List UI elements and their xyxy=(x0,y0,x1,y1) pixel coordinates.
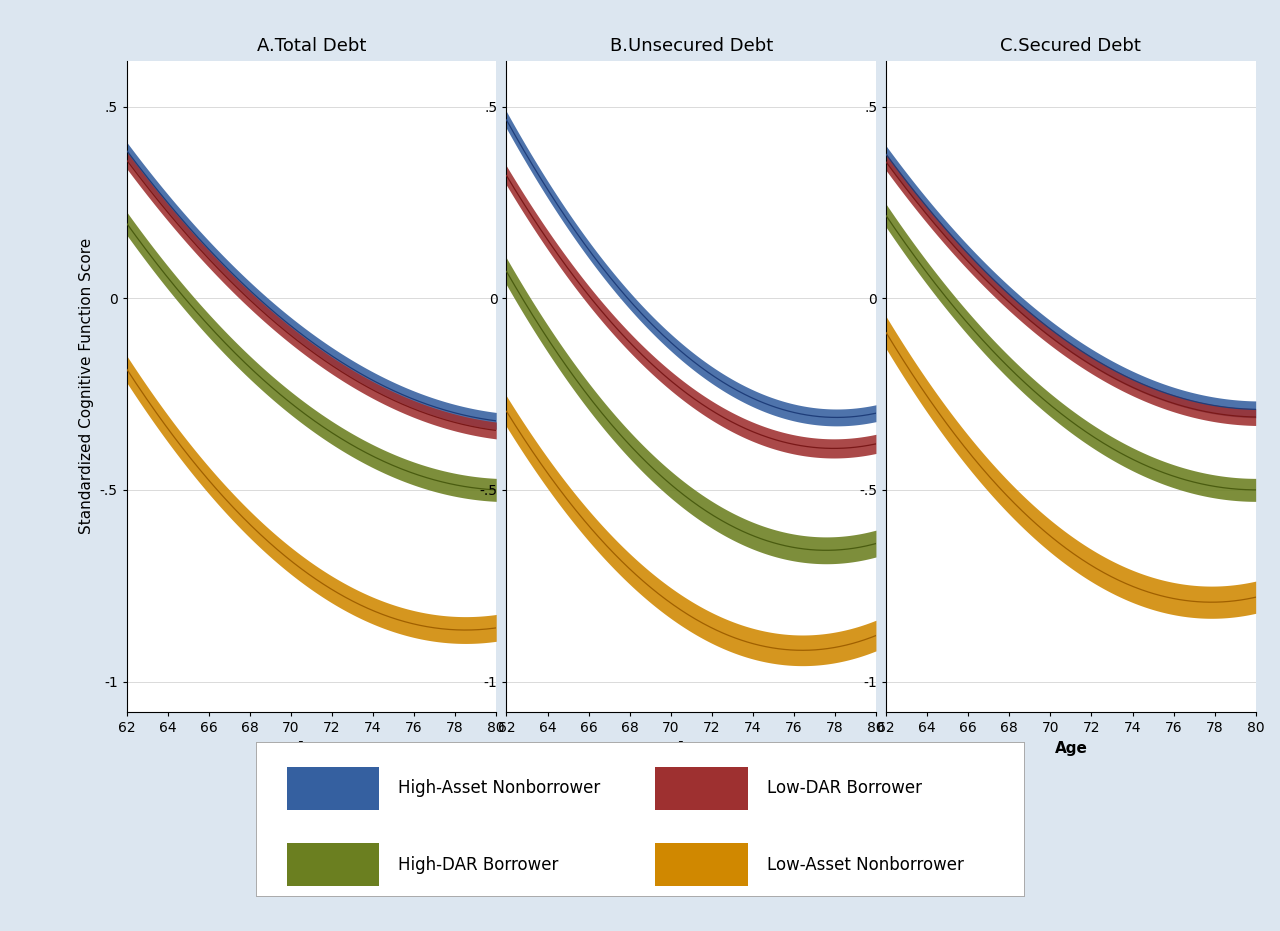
Text: High-Asset Nonborrower: High-Asset Nonborrower xyxy=(398,779,600,797)
X-axis label: Age: Age xyxy=(675,741,708,756)
Bar xyxy=(287,843,379,886)
Bar xyxy=(655,843,748,886)
Text: Low-Asset Nonborrower: Low-Asset Nonborrower xyxy=(767,856,964,874)
Title: C.Secured Debt: C.Secured Debt xyxy=(1001,37,1142,55)
X-axis label: Age: Age xyxy=(294,741,328,756)
Bar xyxy=(655,766,748,810)
Bar xyxy=(287,766,379,810)
Y-axis label: Standardized Cognitive Function Score: Standardized Cognitive Function Score xyxy=(79,238,95,534)
Text: High-DAR Borrower: High-DAR Borrower xyxy=(398,856,558,874)
Title: A.Total Debt: A.Total Debt xyxy=(257,37,366,55)
Text: Low-DAR Borrower: Low-DAR Borrower xyxy=(767,779,922,797)
X-axis label: Age: Age xyxy=(1055,741,1088,756)
Title: B.Unsecured Debt: B.Unsecured Debt xyxy=(609,37,773,55)
